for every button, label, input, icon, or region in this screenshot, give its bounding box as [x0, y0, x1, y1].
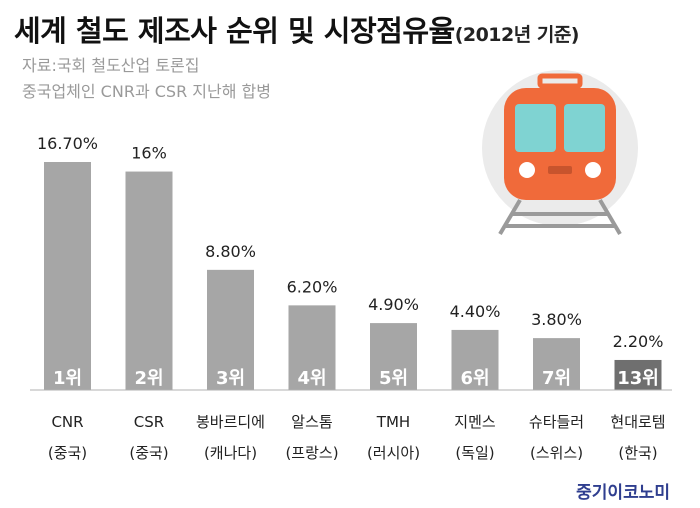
bar — [533, 338, 580, 390]
train-icon-grille — [548, 166, 572, 174]
bar — [288, 305, 336, 390]
rank-label: 4위 — [297, 368, 326, 389]
country-label: (캐나다) — [204, 444, 257, 462]
rank-label: 3위 — [216, 368, 245, 389]
bar — [614, 359, 662, 390]
train-icon-window-right — [564, 104, 605, 152]
bar — [125, 171, 173, 390]
category-label: 현대로템 — [610, 413, 665, 431]
train-icon-pantograph — [537, 73, 583, 89]
category-label: CSR — [134, 413, 164, 431]
category-label: 슈타들러 — [529, 413, 584, 431]
bar — [370, 323, 417, 390]
category-label: 봉바르디에 — [196, 413, 265, 431]
rank-label: 2위 — [134, 368, 163, 389]
rank-label: 7위 — [542, 368, 571, 389]
bar — [44, 162, 91, 390]
train-icon — [482, 70, 638, 236]
bar — [207, 269, 254, 390]
bar-value-label: 2.20% — [613, 332, 664, 351]
train-icon-light-left — [519, 162, 535, 178]
train-icon-window-left — [515, 104, 556, 152]
rank-label: 13위 — [617, 368, 659, 389]
bar-value-label: 16.70% — [37, 134, 98, 153]
country-label: (러시아) — [367, 444, 420, 462]
rank-label: 6위 — [460, 368, 489, 389]
page-title: 세계 철도 제조사 순위 및 시장점유율(2012년 기준) — [14, 8, 580, 50]
country-label: (한국) — [618, 444, 657, 462]
category-label: TMH — [376, 413, 410, 431]
bar-value-label: 16% — [131, 144, 167, 163]
train-icon-light-right — [585, 162, 601, 178]
bar-value-label: 8.80% — [205, 242, 256, 261]
country-label: (중국) — [48, 444, 87, 462]
merger-note: 중국업체인 CNR과 CSR 지난해 합병 — [22, 82, 271, 101]
category-label: CNR — [51, 413, 83, 431]
bar-value-label: 4.90% — [368, 295, 419, 314]
category-label: 알스톰 — [291, 413, 332, 431]
bar-value-label: 3.80% — [531, 310, 582, 329]
bar-value-label: 6.20% — [287, 277, 338, 296]
bar — [451, 329, 499, 390]
bar-value-label: 4.40% — [450, 302, 501, 321]
brand-logo: 중기이코노미 — [576, 483, 670, 503]
rank-label: 5위 — [379, 368, 408, 389]
category-label: 지멘스 — [454, 413, 496, 431]
title-suffix: (2012년 기준) — [454, 24, 580, 46]
rank-label: 1위 — [53, 368, 82, 389]
country-label: (독일) — [455, 444, 494, 462]
train-icon-rail-left — [498, 198, 522, 236]
country-label: (중국) — [129, 444, 168, 462]
source-note: 자료:국회 철도산업 토론집 — [22, 56, 200, 75]
country-label: (프랑스) — [285, 444, 338, 462]
country-label: (스위스) — [530, 444, 583, 462]
title-main: 세계 철도 제조사 순위 및 시장점유율 — [14, 14, 455, 48]
train-icon-rail-right — [598, 198, 622, 236]
